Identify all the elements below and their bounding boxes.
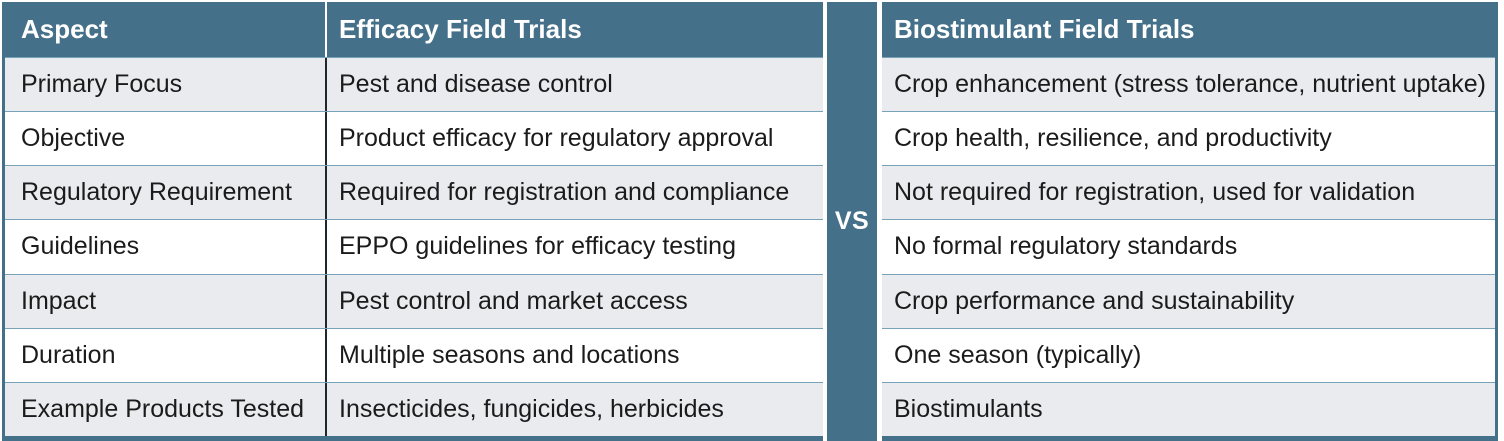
efficacy-value-cell: EPPO guidelines for efficacy testing (339, 232, 736, 261)
efficacy-value-cell: Pest and disease control (339, 70, 613, 99)
biostimulant-column-header: Biostimulant Field Trials (894, 14, 1195, 44)
table-row-primary-focus: Primary Focus Pest and disease control (5, 57, 823, 112)
right-table-divider-gap (877, 2, 882, 441)
biostimulant-table: Biostimulant Field Trials Crop enhanceme… (882, 2, 1498, 441)
aspect-cell: Duration (5, 328, 327, 382)
biostimulant-value-cell: Crop health, resilience, and productivit… (894, 124, 1332, 153)
aspect-column-header: Aspect (5, 2, 327, 57)
table-row-primary-focus: Crop enhancement (stress tolerance, nutr… (882, 57, 1495, 112)
table-row-duration: One season (typically) (882, 327, 1495, 382)
table-row-example-products: Biostimulants (882, 381, 1495, 436)
efficacy-value-cell: Pest control and market access (339, 286, 688, 315)
efficacy-value-cell: Multiple seasons and locations (339, 340, 680, 369)
table-row-guidelines: Guidelines EPPO guidelines for efficacy … (5, 219, 823, 274)
table-row-objective: Crop health, resilience, and productivit… (882, 111, 1495, 166)
left-table-divider-gap (823, 2, 827, 441)
vs-label: VS (834, 207, 870, 235)
aspect-cell: Regulatory Requirement (5, 166, 327, 220)
efficacy-table-header-row: Aspect Efficacy Field Trials (5, 2, 823, 57)
biostimulant-value-cell: Crop enhancement (stress tolerance, nutr… (894, 70, 1486, 99)
biostimulant-value-cell: Biostimulants (894, 394, 1043, 423)
aspect-cell: Primary Focus (5, 58, 327, 112)
efficacy-value-cell: Product efficacy for regulatory approval (339, 124, 774, 153)
table-row-example-products: Example Products Tested Insecticides, fu… (5, 381, 823, 436)
biostimulant-value-cell: Crop performance and sustainability (894, 286, 1295, 315)
aspect-cell: Example Products Tested (5, 382, 327, 436)
table-row-impact: Crop performance and sustainability (882, 273, 1495, 328)
table-row-regulatory-requirement: Not required for registration, used for … (882, 165, 1495, 220)
efficacy-column-header: Efficacy Field Trials (339, 14, 582, 44)
aspect-cell: Impact (5, 274, 327, 328)
table-row-guidelines: No formal regulatory standards (882, 219, 1495, 274)
table-row-regulatory-requirement: Regulatory Requirement Required for regi… (5, 165, 823, 220)
biostimulant-value-cell: Not required for registration, used for … (894, 178, 1416, 207)
efficacy-value-cell: Insecticides, fungicides, herbicides (339, 394, 724, 423)
biostimulant-value-cell: One season (typically) (894, 340, 1142, 369)
biostimulant-table-header-row: Biostimulant Field Trials (882, 2, 1495, 57)
efficacy-value-cell: Required for registration and compliance (339, 178, 790, 207)
efficacy-table: Aspect Efficacy Field Trials Primary Foc… (2, 2, 823, 441)
table-row-impact: Impact Pest control and market access (5, 273, 823, 328)
table-row-objective: Objective Product efficacy for regulator… (5, 111, 823, 166)
aspect-cell: Objective (5, 112, 327, 166)
aspect-cell: Guidelines (5, 220, 327, 274)
table-row-duration: Duration Multiple seasons and locations (5, 327, 823, 382)
biostimulant-value-cell: No formal regulatory standards (894, 232, 1238, 261)
vs-divider: VS (827, 2, 877, 441)
